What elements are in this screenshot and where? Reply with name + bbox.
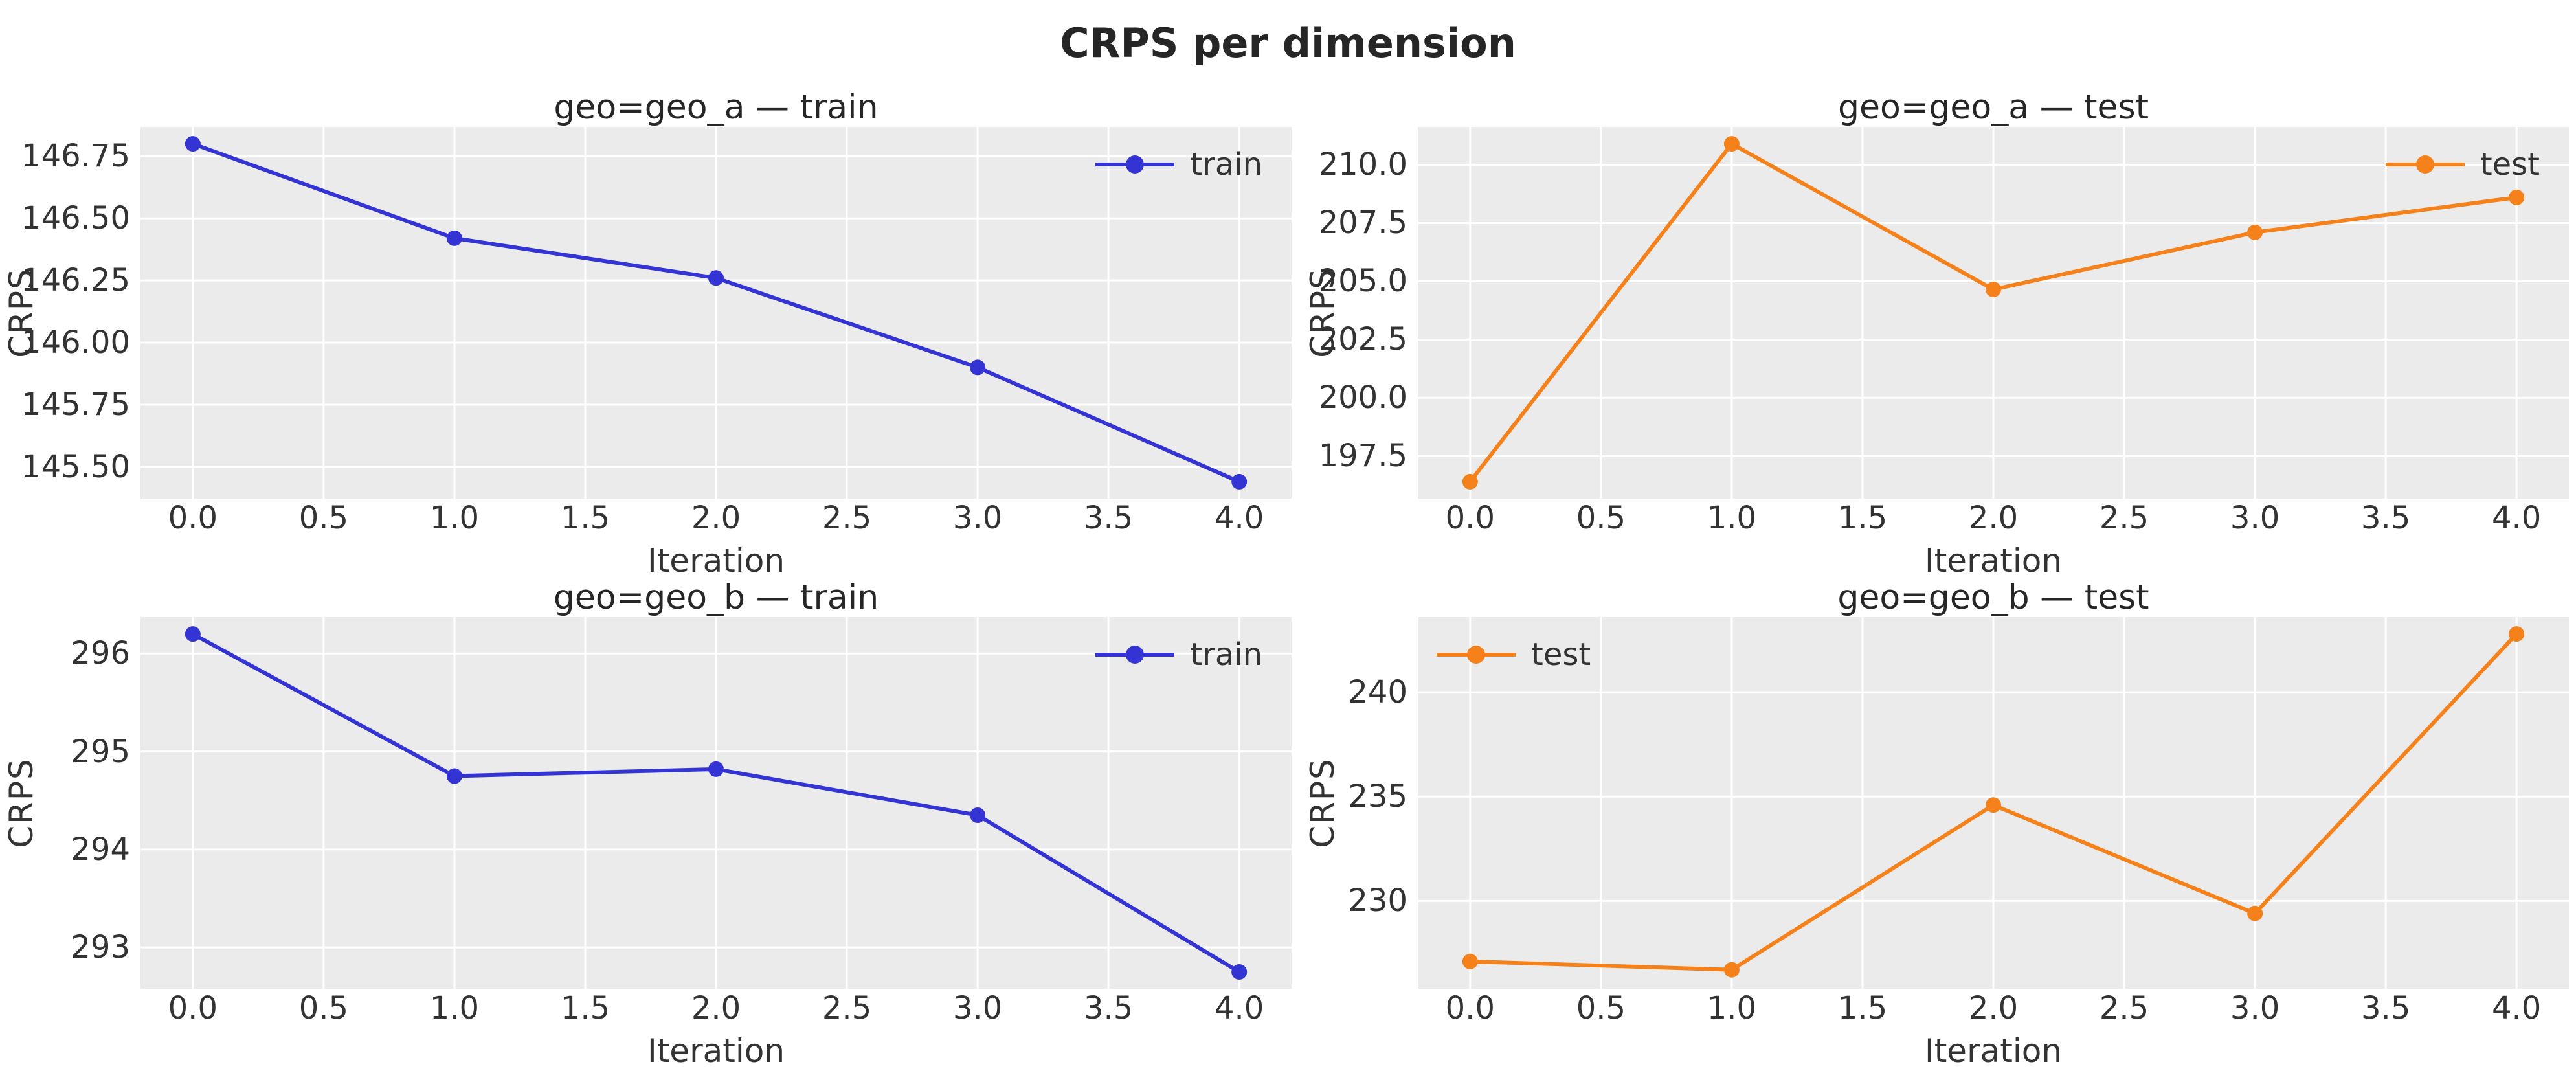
subplot-title: geo=geo_b — test (1418, 576, 2569, 620)
legend-label: test (1531, 637, 1591, 673)
x-tick-label: 2.0 (1929, 990, 2058, 1026)
y-tick-label: 230 (1226, 883, 1407, 919)
x-tick-label: 0.5 (1536, 990, 1666, 1026)
x-tick-label: 3.0 (2190, 990, 2320, 1026)
plot-area: test (1418, 617, 2569, 989)
x-tick-label: 2.5 (2059, 990, 2189, 1026)
legend: test (1434, 637, 1591, 673)
x-axis-label: Iteration (1925, 1031, 2062, 1071)
x-tick-label: 3.5 (2321, 990, 2450, 1026)
x-tick-label: 1.5 (1798, 990, 1927, 1026)
x-tick-label: 4.0 (2452, 990, 2576, 1026)
legend-marker-icon (1434, 642, 1518, 668)
line-chart (1418, 617, 2569, 989)
x-tick-label: 1.0 (1667, 990, 1797, 1026)
y-tick-label: 240 (1226, 674, 1407, 710)
x-tick-label: 0.0 (1406, 990, 1535, 1026)
y-tick-label: 235 (1226, 778, 1407, 815)
